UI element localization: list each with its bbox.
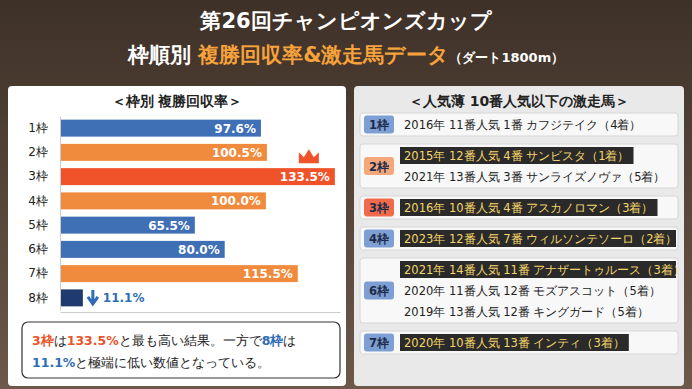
bar [60, 217, 195, 234]
bar [60, 168, 335, 185]
bar [60, 289, 83, 306]
frame-label: 4枠 [369, 232, 389, 246]
entry-text: 2021年 14番人気 11番 アナザートゥルース（3着） [404, 263, 685, 277]
note-part: 3枠 [32, 333, 54, 348]
group-bg [360, 113, 678, 136]
chart-title: ＜枠別 複勝回収率＞ [112, 93, 243, 109]
data-labels: 97.6% 100.5% 133.5% 100.0% 65.5% 80.0% 115.5% 1… [88, 122, 330, 306]
y-tick-label: 1枠 [28, 121, 48, 135]
entry-highlight [400, 147, 634, 164]
title: 第26回チャンピオンズカップ [199, 9, 491, 33]
background [0, 0, 692, 389]
entry-text: 2016年 11番人気 1番 カフジテイク（4着） [404, 118, 642, 132]
chart-root: 第26回チャンピオンズカップ枠順別 複勝回収率&激走馬データ（ダート1800m）… [0, 0, 692, 389]
note-part: は [283, 333, 296, 348]
right-panel [354, 86, 684, 386]
entry-text: 2021年 13番人気 3番 サンライズノヴァ（5着） [404, 170, 666, 184]
y-tick-label: 5枠 [28, 218, 48, 232]
entry-text: 2023年 12番人気 7番 ウィルソンテソーロ（2着） [404, 232, 678, 246]
y-tick: 3枠 [28, 169, 60, 183]
x-axis [61, 312, 341, 313]
note-part: と極端に低い数値となっている。 [75, 355, 270, 370]
data-label: 100.5% [212, 146, 262, 160]
crown-icon [299, 149, 319, 163]
bar [60, 120, 261, 137]
y-tick: 2枠 [28, 145, 60, 159]
frame-badge [364, 157, 394, 175]
frame-label: 1枠 [369, 118, 389, 132]
frame-badge [364, 282, 394, 300]
frame-label: 6枠 [369, 284, 389, 298]
frame-group: 7枠 2020年 10番人気 13番 インティ（3着） [360, 331, 678, 354]
frame-badge [364, 334, 394, 352]
y-axis: 1枠 2枠 3枠 4枠 5枠 6枠 7枠 8枠 [28, 117, 60, 311]
data-label: 11.1% [103, 291, 145, 305]
note-part: と最も高い結果。一方で [119, 333, 263, 348]
subtitle-part: （ダート1800m） [449, 50, 564, 65]
entry-text: 2015年 12番人気 4番 サンビスタ（1着） [404, 149, 630, 163]
frame-badge [364, 116, 394, 134]
x-axis-line [61, 312, 341, 313]
group-bg [360, 331, 678, 354]
group-bg [360, 144, 678, 188]
y-axis-line [60, 117, 61, 311]
frame-group: 4枠 2023年 12番人気 7番 ウィルソンテソーロ（2着） [360, 227, 678, 250]
y-tick: 6枠 [28, 242, 60, 256]
data-label: 133.5% [280, 170, 330, 184]
note-part: 8枠 [262, 333, 284, 348]
subtitle: 枠順別 複勝回収率&激走馬データ（ダート1800m） [127, 43, 564, 67]
frame-group: 6枠 2021年 14番人気 11番 アナザートゥルース（3着） 2020年 11番… [360, 258, 685, 323]
frame-label: 3枠 [369, 201, 389, 215]
subtitle-part: 複勝回収率&激走馬データ [197, 43, 449, 67]
data-label: 97.6% [214, 122, 256, 136]
down-arrow [88, 290, 98, 304]
y-tick-label: 3枠 [28, 169, 48, 183]
entry-text: 2020年 11番人気 12番 モズアスコット（5着） [404, 284, 661, 298]
group-bg [360, 196, 678, 219]
frame-badge [364, 230, 394, 248]
bar [60, 241, 225, 258]
y-tick-label: 8枠 [28, 291, 48, 305]
chart-svg: 第26回チャンピオンズカップ枠順別 複勝回収率&激走馬データ（ダート1800m）… [0, 0, 692, 389]
data-label: 100.0% [211, 194, 261, 208]
y-tick-label: 2枠 [28, 145, 48, 159]
y-tick-label: 7枠 [28, 266, 48, 280]
frame-group: 1枠 2016年 11番人気 1番 カフジテイク（4着） [360, 113, 678, 136]
bar [60, 144, 267, 161]
frame-group: 2枠 2015年 12番人気 4番 サンビスタ（1着） 2021年 13番人気 3番… [360, 144, 678, 188]
data-label: 115.5% [243, 267, 293, 281]
note-line: 11.1%と極端に低い数値となっている。 [32, 355, 270, 370]
y-tick-label: 4枠 [28, 194, 48, 208]
y-tick: 8枠 [28, 291, 60, 305]
panel-title: ＜人気薄 10番人気以下の激走馬＞ [409, 93, 629, 109]
frame-label: 2枠 [369, 160, 389, 174]
y-tick: 4枠 [28, 194, 60, 208]
y-tick: 1枠 [28, 121, 60, 135]
bars [60, 120, 335, 307]
subtitle-part: 枠順別 [127, 43, 198, 67]
data-label: 65.5% [148, 219, 190, 233]
note-part: 133.5% [67, 333, 120, 348]
note-line: 3枠は133.5%と最も高い結果。一方で8枠は [32, 333, 296, 348]
note-box [22, 322, 340, 378]
note-part: は [54, 333, 67, 348]
frame-label: 7枠 [369, 336, 389, 350]
entry-highlight [400, 199, 658, 216]
entry-highlight [400, 334, 629, 351]
entry-text: 2016年 10番人気 4番 アスカノロマン（3着） [404, 201, 654, 215]
frame-group: 3枠 2016年 10番人気 4番 アスカノロマン（3着） [360, 196, 678, 219]
y-tick: 5枠 [28, 218, 60, 232]
bar [60, 192, 266, 209]
left-panel [8, 86, 346, 386]
note-part: 11.1% [32, 355, 76, 370]
y-tick: 7枠 [28, 266, 60, 280]
entry-text: 2020年 10番人気 13番 インティ（3着） [404, 336, 625, 350]
data-label: 80.0% [178, 243, 220, 257]
bar [60, 265, 298, 282]
group-bg [360, 227, 678, 250]
frame-badge [364, 199, 394, 217]
y-tick-label: 6枠 [28, 242, 48, 256]
entry-text: 2019年 13番人気 12番 キングガード（5着） [404, 305, 649, 319]
